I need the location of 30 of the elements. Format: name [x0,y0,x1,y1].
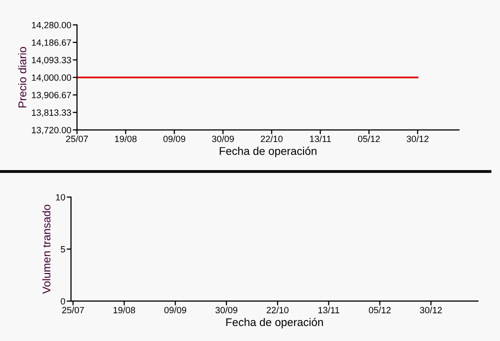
x-tick-label: 19/08 [115,135,137,142]
x-tick-label: 30/09 [215,306,238,314]
x-tick-label: 13/11 [318,306,340,314]
y-tick-label: 14,186.67 [32,39,71,47]
x-tick-label: 25/07 [66,135,88,142]
x-axis-title: Fecha de operación [220,146,316,158]
y-tick-label: 14,000.00 [32,74,72,82]
x-tick-label: 13/11 [310,135,331,142]
x-tick-label: 22/10 [266,306,289,314]
y-tick-label: 10 [56,194,66,200]
x-tick-label: 09/09 [163,135,186,142]
y-axis-title: Precio diario [18,46,26,108]
y-tick-label: 13,720.00 [32,126,72,134]
x-tick-label: 19/08 [114,306,136,314]
x-tick-label: 05/12 [358,135,380,142]
y-tick-label: 0 [60,298,66,304]
x-tick-label: 30/09 [212,135,234,142]
x-tick-label: 22/10 [260,135,283,142]
x-tick-label: 05/12 [368,306,391,314]
y-tick-label: 14,280.00 [32,22,72,30]
y-tick-label: 13,906.67 [32,92,71,100]
x-tick-label: 09/09 [164,306,186,314]
x-tick-label: 25/07 [62,306,84,314]
x-axis-title: Fecha de operación [226,318,323,328]
y-tick-label: 14,093.33 [32,56,72,64]
x-tick-label: 30/12 [420,306,442,314]
y-tick-label: 5 [60,246,66,252]
y-axis-title: Volumen transado [42,204,50,294]
x-tick-label: 30/12 [406,135,428,142]
y-tick-label: 13,813.33 [32,109,72,117]
